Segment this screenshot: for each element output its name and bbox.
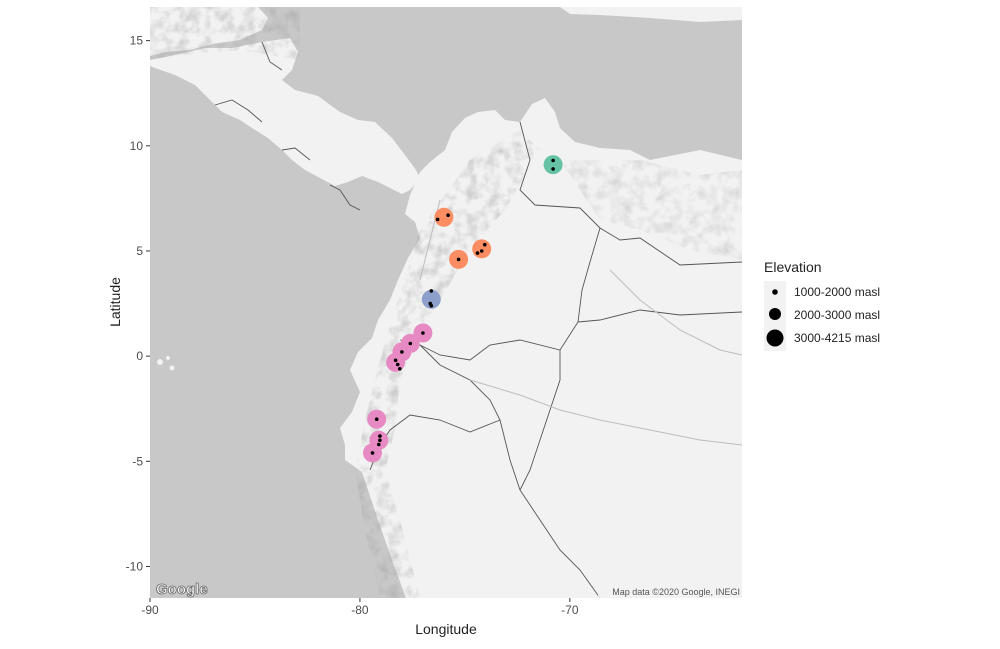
legend-title: Elevation: [764, 259, 822, 275]
attribution-bg: [598, 586, 742, 598]
land-island: [169, 365, 175, 371]
data-point-8: [429, 289, 434, 293]
data-point-16: [398, 367, 402, 371]
cluster-blob-1: [434, 207, 454, 227]
y-tick-label: 5: [136, 244, 143, 258]
cluster-blob-0: [543, 155, 563, 175]
legend-key-small: [772, 289, 778, 295]
y-tick-label: -10: [126, 559, 144, 573]
data-point-17: [374, 417, 379, 422]
data-point-11: [421, 331, 425, 335]
data-point-6: [483, 242, 487, 247]
legend-key-medium: [769, 308, 781, 320]
cluster-blob-8: [386, 352, 406, 372]
data-point-0: [551, 158, 555, 163]
legend: Elevation 1000-2000 masl 2000-3000 masl …: [764, 259, 880, 351]
x-axis-title: Longitude: [415, 621, 477, 637]
data-point-13: [400, 350, 404, 354]
legend-label-large: 3000-4215 masl: [794, 331, 880, 345]
x-tick-label: -90: [141, 603, 159, 617]
y-axis-title: Latitude: [107, 277, 123, 327]
data-point-4: [475, 251, 480, 255]
land-caribbean: [560, 7, 742, 22]
points-layer: [370, 158, 555, 455]
legend-label-small: 1000-2000 masl: [794, 285, 880, 299]
land-island: [166, 356, 170, 360]
y-tick-label: 10: [130, 139, 144, 153]
y-tick-label: -5: [132, 454, 143, 468]
data-point-5: [479, 249, 484, 253]
data-point-14: [393, 358, 398, 363]
data-point-19: [378, 438, 382, 443]
legend-label-medium: 2000-3000 masl: [794, 308, 880, 322]
data-point-2: [435, 217, 440, 222]
x-tick-label: -70: [561, 603, 579, 617]
data-point-1: [551, 167, 555, 171]
x-tick-label: -80: [351, 603, 369, 617]
y-tick-label: 15: [130, 34, 144, 48]
axes: -90 -80 -70 15 10 5 0 -5 -10: [126, 34, 579, 617]
data-point-21: [370, 451, 375, 455]
land-island: [157, 359, 163, 365]
data-point-3: [446, 213, 450, 217]
cluster-blob-4: [421, 289, 441, 309]
map-panel: Google Map data ©2020 Google, INEGI: [150, 7, 742, 598]
data-point-12: [408, 341, 413, 346]
y-tick-label: 0: [136, 349, 143, 363]
google-logo: Google: [156, 581, 208, 598]
data-point-15: [395, 362, 400, 367]
data-point-18: [378, 434, 382, 438]
data-point-20: [377, 442, 381, 447]
legend-key-large: [766, 329, 784, 347]
data-point-7: [456, 257, 461, 262]
data-point-10: [429, 303, 434, 308]
map-attribution: Map data ©2020 Google, INEGI: [612, 587, 740, 597]
cluster-blob-2: [472, 239, 492, 259]
land-central-america: [150, 38, 420, 194]
